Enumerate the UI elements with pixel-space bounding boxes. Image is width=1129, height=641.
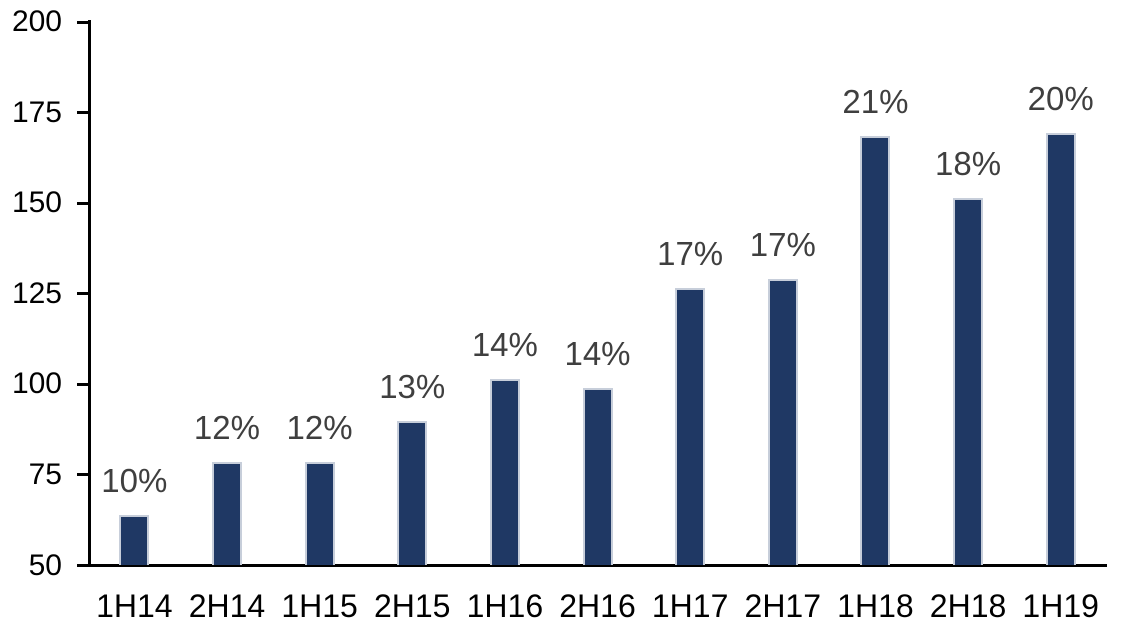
y-axis-line (88, 20, 91, 566)
y-axis-tick (77, 20, 89, 24)
x-axis-category-label: 2H18 (929, 588, 1007, 624)
bar-2H18 (953, 197, 984, 566)
x-axis-category-label: 2H15 (373, 588, 451, 624)
bar-1H15 (304, 462, 335, 566)
y-axis-tick (77, 292, 89, 296)
x-axis-category-label: 2H17 (744, 588, 822, 624)
y-axis-tick (77, 473, 89, 477)
x-axis-category-label: 2H16 (559, 588, 636, 624)
bar-value-label: 13% (379, 367, 446, 405)
y-axis-tick-label: 175 (11, 95, 62, 129)
bar-1H17 (675, 288, 706, 566)
bar-value-label: 14% (471, 325, 538, 363)
x-axis-category-label: 1H14 (96, 588, 173, 624)
bar-value-label: 17% (749, 226, 816, 264)
bar-value-label: 10% (101, 461, 168, 499)
y-axis-tick-label: 50 (28, 548, 62, 582)
bar-1H16 (489, 378, 520, 566)
x-axis-category-label: 2H14 (188, 588, 266, 624)
y-axis-tick-label: 150 (11, 186, 62, 220)
x-axis-category-label: 1H19 (1022, 588, 1099, 624)
bar-1H18 (860, 136, 891, 566)
x-axis-category-label: 1H18 (837, 588, 914, 624)
bar-1H19 (1045, 132, 1076, 566)
bar-2H16 (582, 387, 613, 566)
y-axis-tick-label: 75 (28, 457, 62, 491)
y-axis-tick-label: 100 (11, 367, 62, 401)
x-axis-category-label: 1H17 (651, 588, 729, 624)
bar-value-label: 20% (1027, 79, 1094, 117)
bar-value-label: 12% (193, 409, 260, 447)
bar-value-label: 18% (935, 144, 1002, 182)
bar-value-label: 14% (564, 334, 631, 372)
bar-2H17 (767, 279, 798, 566)
y-axis-tick-label: 125 (11, 276, 62, 310)
x-axis-category-label: 1H15 (281, 588, 358, 624)
bar-value-label: 17% (657, 235, 724, 273)
bar-1H14 (119, 514, 150, 566)
y-axis-tick (77, 111, 89, 115)
y-axis-tick-label: 200 (11, 5, 62, 38)
bar-2H14 (211, 462, 242, 566)
y-axis-tick (77, 201, 89, 205)
x-axis-category-label: 1H16 (466, 588, 544, 624)
y-axis-tick (77, 382, 89, 386)
x-axis-line (77, 564, 1107, 567)
bar-2H15 (397, 420, 428, 566)
bar-value-label: 21% (842, 83, 909, 121)
bar-value-label: 12% (286, 409, 353, 447)
